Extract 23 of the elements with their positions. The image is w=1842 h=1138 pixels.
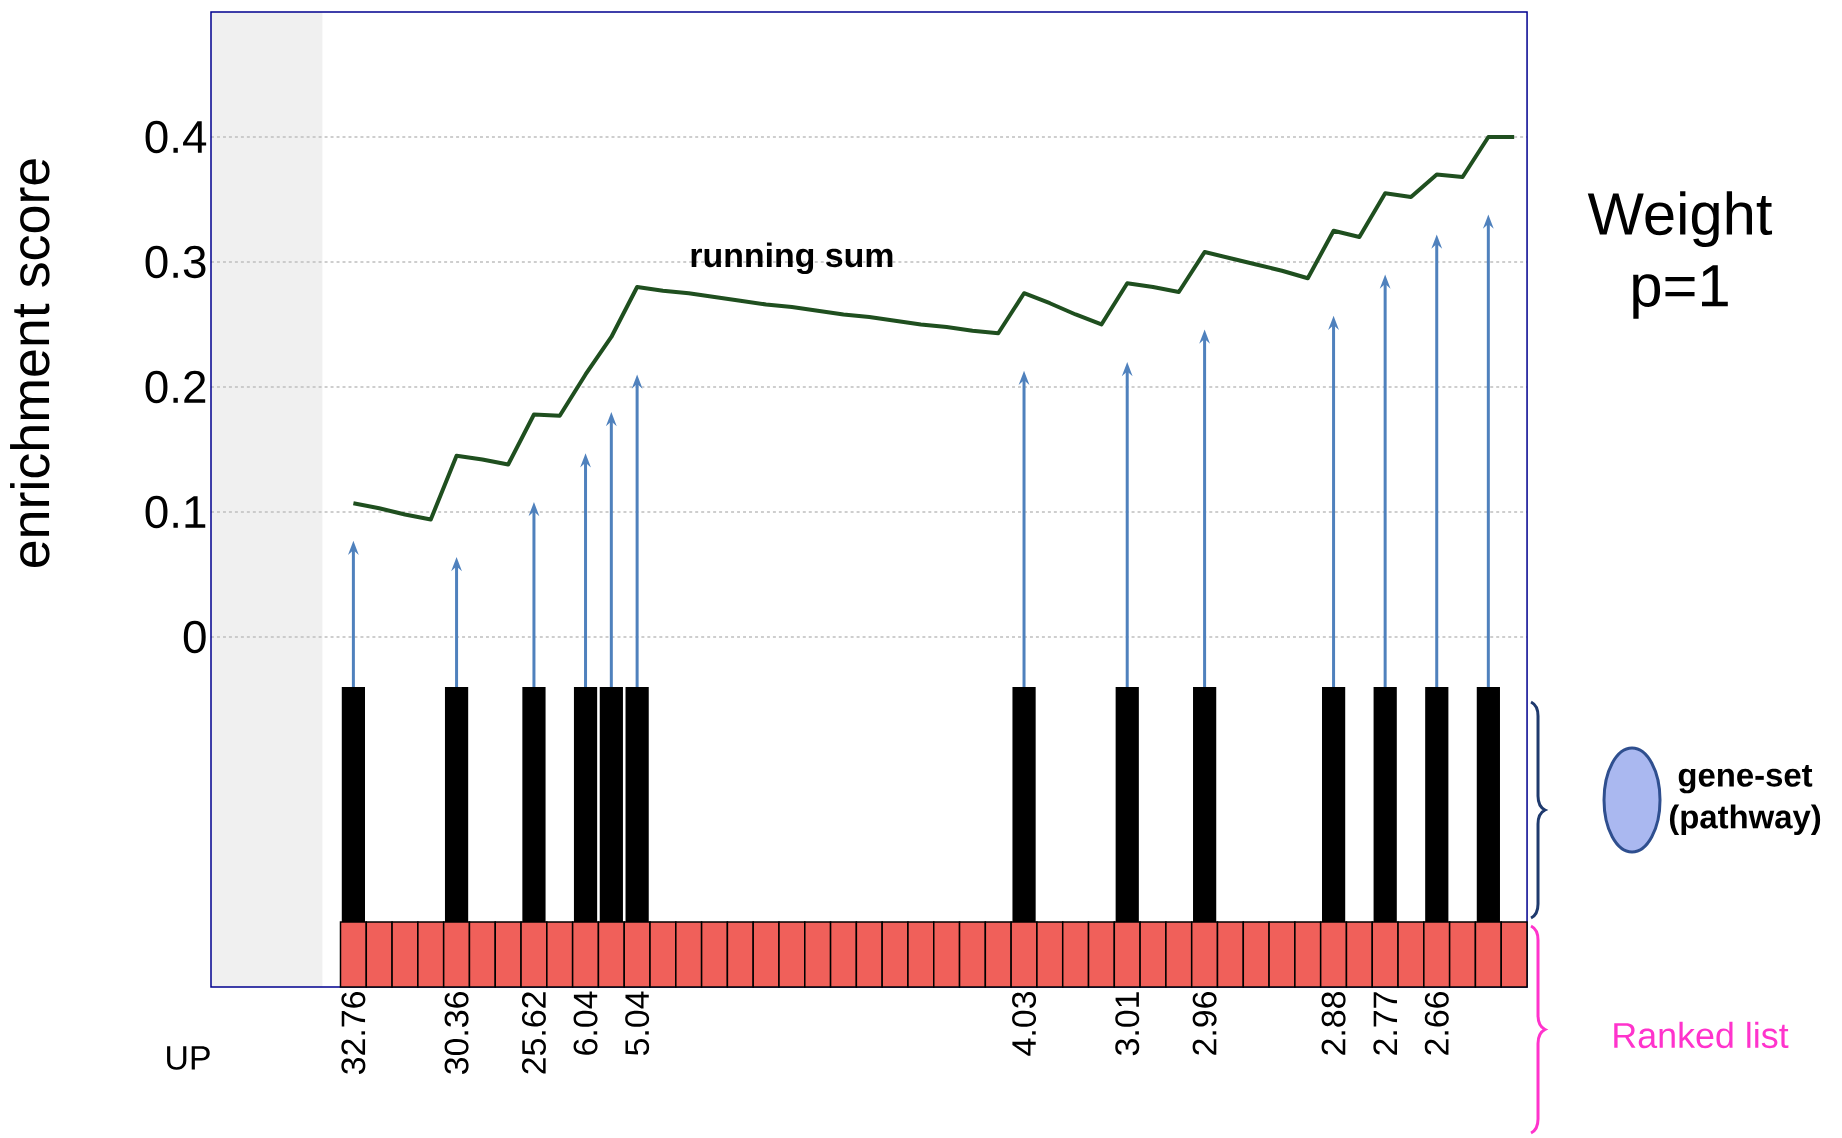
annotation: running sum xyxy=(691,242,893,275)
x-tick-label: 2.77 xyxy=(1373,992,1398,1055)
x-tick-label: 25.62 xyxy=(521,992,546,1074)
y-tick-label: 0 xyxy=(183,620,206,654)
x-tick-label: 5.04 xyxy=(625,991,650,1056)
text: gene-set (pathway) xyxy=(1669,764,1821,836)
y-tick-label: 0.2 xyxy=(145,370,206,404)
text: Ranked list xyxy=(1614,1021,1789,1049)
text: UP xyxy=(167,1046,210,1070)
y-tick-label: 0.1 xyxy=(145,495,206,529)
x-tick-label: 4.03 xyxy=(1012,992,1037,1056)
y-axis-title: enrichment score xyxy=(10,159,50,568)
line-series xyxy=(351,134,1517,522)
x-tick-label: 6.04 xyxy=(573,991,598,1055)
text: Weight p=1 xyxy=(1587,191,1773,319)
x-tick-label: 30.36 xyxy=(444,992,469,1074)
x-tick-label: 2.88 xyxy=(1321,991,1346,1055)
y-tick-label: 0.3 xyxy=(145,245,206,279)
x-tick-label: 3.01 xyxy=(1115,992,1140,1056)
x-tick-label: 2.66 xyxy=(1424,992,1449,1055)
y-tick-label: 0.4 xyxy=(145,120,207,154)
x-tick-label: 32.76 xyxy=(341,992,366,1074)
x-tick-label: 2.96 xyxy=(1192,992,1217,1055)
